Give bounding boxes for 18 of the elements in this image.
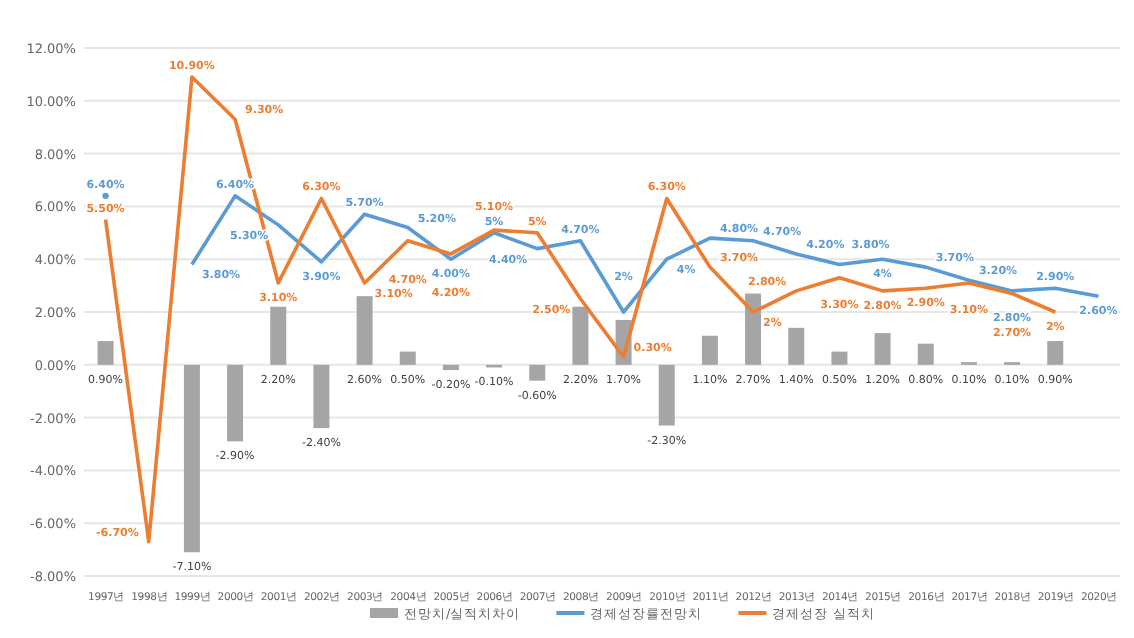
bar xyxy=(745,293,762,365)
bar xyxy=(788,327,805,365)
bar xyxy=(270,306,287,365)
bar xyxy=(1047,341,1064,365)
bar xyxy=(874,333,891,365)
bar xyxy=(529,364,546,381)
bar xyxy=(701,335,718,365)
bar xyxy=(572,306,589,365)
bar xyxy=(658,364,675,426)
bar xyxy=(831,351,848,365)
bar xyxy=(442,364,459,371)
bar xyxy=(183,364,200,553)
bar xyxy=(917,343,934,365)
bar xyxy=(356,296,373,365)
bar xyxy=(399,351,416,365)
bar xyxy=(227,364,244,442)
bar xyxy=(97,341,114,365)
bar xyxy=(313,364,330,429)
